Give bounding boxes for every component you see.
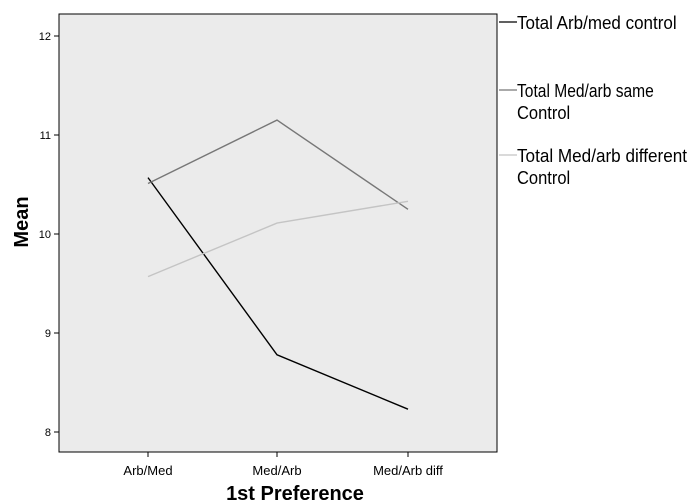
series-line-2	[147, 119, 409, 210]
legend-label: Total Med/arb same	[517, 81, 654, 101]
y-tick-label: 10	[39, 229, 51, 241]
series-line-3	[147, 200, 409, 278]
legend-label: Total Med/arb different	[517, 146, 687, 166]
y-axis-title: Mean	[11, 196, 33, 247]
y-tick-label: 12	[39, 31, 51, 43]
x-tick-label: Arb/Med	[123, 463, 172, 478]
plot-area	[58, 13, 498, 453]
series-line-1	[147, 177, 409, 410]
y-tick-label: 9	[45, 328, 51, 340]
x-axis-title: 1st Preference	[226, 483, 364, 502]
legend-label: Control	[517, 168, 570, 188]
legend-label: Total Arb/med control	[517, 13, 677, 33]
y-tick-label: 8	[45, 427, 51, 439]
x-tick-label: Med/Arb diff	[373, 463, 443, 478]
legend-label: Control	[517, 103, 570, 123]
y-tick-label: 11	[40, 130, 51, 142]
x-tick-label: Med/Arb	[252, 463, 301, 478]
